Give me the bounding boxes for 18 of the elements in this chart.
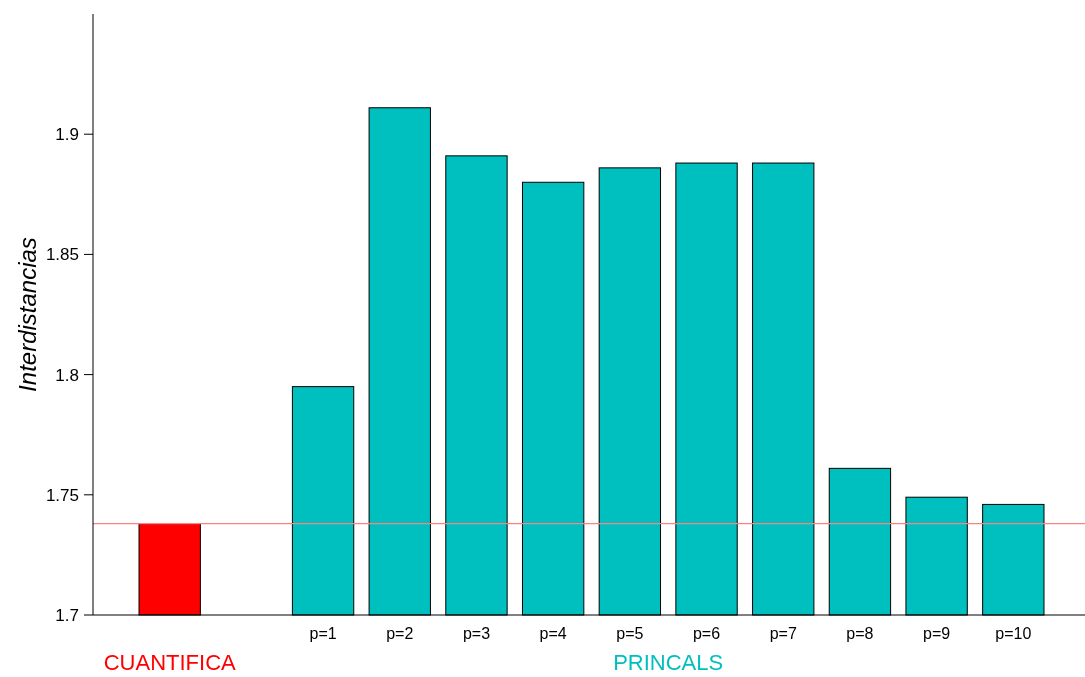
y-tick-label: 1.7 (55, 605, 79, 625)
x-tick-label: p=5 (616, 625, 644, 642)
x-tick-label: p=4 (539, 625, 567, 642)
x-tick-label: p=7 (769, 625, 797, 642)
y-axis-title: Interdistancias (14, 237, 41, 392)
text: CUANTIFICA (103, 650, 237, 675)
x-tick-label: p=3 (462, 625, 491, 642)
y-tick-label: 1.75 (45, 485, 79, 505)
x-tick-label: p=8 (846, 625, 874, 642)
series-label: PRINCALS (613, 650, 724, 675)
y-tick-label: 1.8 (55, 365, 79, 385)
x-tick-label: p=6 (692, 625, 721, 642)
x-tick-label: p=2 (386, 625, 414, 642)
x-tick-label: p=9 (923, 625, 951, 642)
y-tick-label: 1.85 (45, 245, 79, 265)
x-tick-label: p=1 (309, 625, 337, 642)
y-tick-label: 1.9 (55, 125, 79, 145)
x-tick-label: p=10 (995, 625, 1032, 642)
